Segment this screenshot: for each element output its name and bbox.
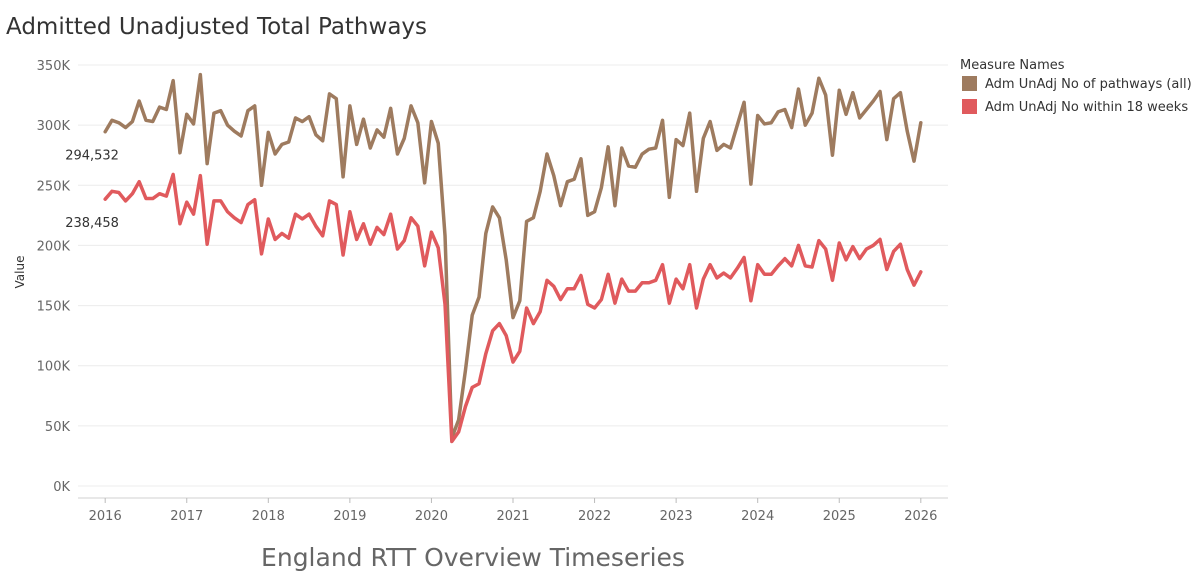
y-tick-label: 100K — [37, 360, 71, 375]
x-tick-label: 2021 — [496, 509, 529, 524]
y-tick-label: 350K — [37, 59, 71, 74]
x-tick-label: 2017 — [170, 509, 203, 524]
series-layer — [103, 72, 923, 444]
legend-label: Adm UnAdj No within 18 weeks — [985, 100, 1188, 115]
data-label-first-value: 238,458 — [65, 216, 119, 231]
legend-swatch — [962, 76, 977, 91]
chart-subtitle: England RTT Overview Timeseries — [261, 543, 685, 572]
y-tick-label: 50K — [45, 420, 71, 435]
series-line-within-18-weeks — [103, 172, 923, 444]
x-tick-label: 2024 — [741, 509, 774, 524]
y-tick-label: 0K — [53, 480, 70, 495]
y-axis: 0K 50K 100K 150K 200K 250K 300K 350K — [37, 59, 71, 495]
x-tick-label: 2018 — [252, 509, 285, 524]
data-label-first-value: 294,532 — [65, 149, 119, 164]
x-tick-label: 2022 — [578, 509, 611, 524]
legend-item[interactable]: Adm UnAdj No of pathways (all) — [962, 76, 1192, 92]
y-tick-label: 300K — [37, 119, 71, 134]
data-label-layer: 294,532 238,458 — [65, 149, 119, 231]
x-tick-label: 2025 — [823, 509, 856, 524]
gridlines — [78, 64, 948, 487]
x-axis: 2016 2017 2018 2019 2020 2021 2022 2023 2024 2025… — [78, 497, 948, 524]
y-tick-label: 250K — [37, 179, 71, 194]
x-tick-label: 2016 — [89, 509, 122, 524]
legend-title: Measure Names — [960, 58, 1065, 73]
x-tick-label: 2026 — [904, 509, 937, 524]
y-axis-title: Value — [13, 256, 27, 289]
x-tick-label: 2023 — [660, 509, 693, 524]
legend-item[interactable]: Adm UnAdj No within 18 weeks — [962, 99, 1188, 115]
legend[interactable]: Measure Names Adm UnAdj No of pathways (… — [960, 58, 1192, 115]
legend-label: Adm UnAdj No of pathways (all) — [985, 77, 1192, 92]
y-tick-label: 200K — [37, 239, 71, 254]
legend-swatch — [962, 99, 977, 114]
x-tick-label: 2019 — [333, 509, 366, 524]
y-tick-label: 150K — [37, 300, 71, 315]
x-tick-label: 2020 — [415, 509, 448, 524]
series-line-pathways-all — [103, 72, 923, 440]
chart-title: Admitted Unadjusted Total Pathways — [6, 14, 427, 40]
